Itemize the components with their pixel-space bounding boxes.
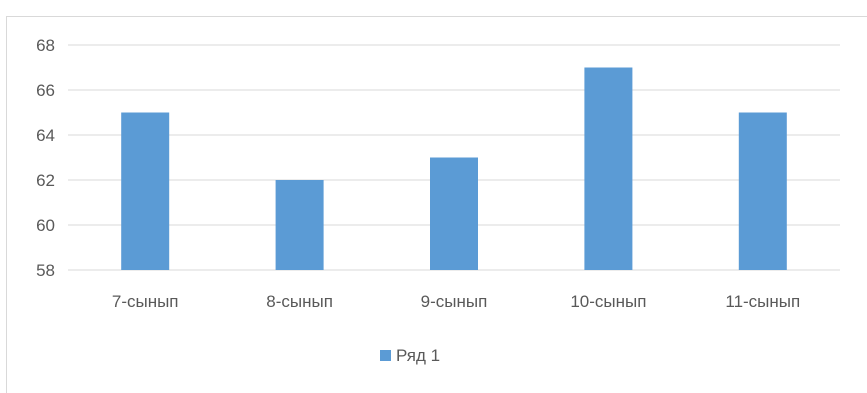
- legend-swatch-series-1: [380, 350, 391, 361]
- y-axis-tick-labels: 58 60 62 64 66 68: [36, 36, 55, 280]
- y-tick-label: 64: [36, 126, 55, 145]
- y-tick-label: 62: [36, 171, 55, 190]
- legend: Ряд 1: [380, 346, 440, 365]
- y-tick-label: 66: [36, 81, 55, 100]
- x-category-label: 10-сынып: [570, 292, 646, 311]
- bar-10-сынып: [584, 67, 633, 270]
- legend-label-series-1: Ряд 1: [396, 346, 440, 365]
- x-category-label: 7-сынып: [112, 292, 179, 311]
- x-category-label: 8-сынып: [266, 292, 333, 311]
- x-category-label: 11-сынып: [725, 292, 800, 311]
- y-tick-label: 68: [36, 36, 55, 55]
- x-category-label: 9-сынып: [421, 292, 488, 311]
- bar-7-сынып: [121, 112, 170, 270]
- bar-11-сынып: [738, 112, 787, 270]
- x-axis-category-labels: 7-сынып 8-сынып 9-сынып 10-сынып 11-сынып: [112, 292, 800, 311]
- chart-frame: [6, 16, 867, 393]
- bar-8-сынып: [275, 180, 324, 270]
- bars: [121, 67, 787, 270]
- y-tick-label: 60: [36, 216, 55, 235]
- y-tick-label: 58: [36, 261, 55, 280]
- bar-9-сынып: [430, 157, 478, 270]
